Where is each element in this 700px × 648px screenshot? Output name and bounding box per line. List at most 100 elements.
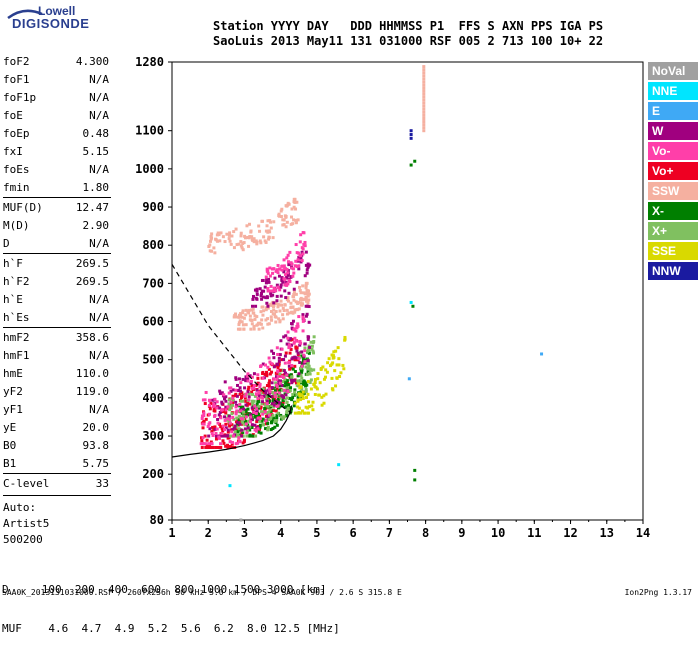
plot-frame [171,61,644,521]
echo-point [326,361,330,365]
echo-point [231,427,235,431]
echo-point [244,392,248,396]
echo-point [328,364,332,368]
echo-point [307,405,311,409]
echo-point [287,263,291,267]
echo-point [237,436,241,440]
echo-point [246,309,250,313]
echo-point [210,236,214,240]
echo-point [296,308,300,312]
echo-point [221,424,225,428]
echo-point [276,305,280,309]
echo-point [302,318,306,322]
echo-point [248,420,252,424]
echo-point [290,326,294,330]
echo-point [233,430,237,434]
echo-point [272,351,276,355]
echo-point [253,394,257,398]
echo-point [305,289,309,293]
echo-point [250,304,254,308]
echo-point [282,270,286,274]
echo-point [293,336,297,340]
echo-point [246,390,250,394]
echo-point [224,422,228,426]
echo-point [243,234,247,238]
echo-point [254,239,258,243]
echo-point [279,285,283,289]
echo-point [265,399,269,403]
echo-point [301,313,305,317]
echo-point [277,391,281,395]
echo-point [258,423,262,427]
echo-point [327,357,331,361]
echo-point [294,329,298,333]
echo-point [218,422,222,426]
echo-point [255,292,259,296]
echo-point [422,83,426,87]
echo-point [286,383,290,387]
echo-point [280,375,284,379]
echo-point [274,310,278,314]
echo-point [231,398,235,402]
echo-point [324,392,328,396]
echo-point [216,239,220,243]
echo-point [281,401,285,405]
echo-point [293,370,297,374]
echo-point [219,231,223,235]
echo-point [293,401,297,405]
echo-point [224,399,228,403]
echo-point [270,386,274,390]
echo-point [260,291,264,295]
echo-point [339,371,343,375]
echo-point [236,383,240,387]
echo-point [285,308,289,312]
echo-point [280,384,284,388]
echo-point [256,396,260,400]
echo-point [244,323,248,327]
echo-point [239,417,243,421]
echo-point [230,442,234,446]
muf-label: MUF [2,622,22,635]
echo-point [310,404,314,408]
echo-point [249,415,253,419]
echo-point [228,424,232,428]
echo-point [287,361,291,365]
echo-point [262,235,266,239]
echo-point [259,431,263,435]
echo-point [274,381,278,385]
echo-point [272,301,276,305]
echo-point [304,283,308,287]
echo-point [291,396,295,400]
echo-point [226,445,230,449]
echo-point [240,246,244,250]
param-name: foF1p [3,91,37,104]
echo-point [294,381,298,385]
echo-point [288,345,292,349]
echo-point [260,395,264,399]
y-tick-label: 200 [142,467,164,481]
echo-point [262,309,266,313]
echo-point [422,107,426,111]
echo-point [256,322,260,326]
param-value: N/A [89,349,109,362]
echo-point [257,327,261,331]
echo-point [282,358,286,362]
echo-point [283,278,287,282]
echo-point [300,368,304,372]
legend-item: NNW [648,262,698,280]
echo-point [240,320,244,324]
y-tick-label: 500 [142,353,164,367]
echo-point [304,297,308,301]
param-row: yE 20.0 [3,421,109,439]
echo-point [291,305,295,309]
echo-point [248,222,252,226]
echo-point [308,381,312,385]
echo-point [269,220,273,224]
param-row: foEp 0.48 [3,127,109,145]
param-row: h`Es N/A [3,311,109,329]
param-value: 33 [95,477,109,490]
echo-point [276,382,280,386]
echo-point [306,304,310,308]
echo-point [262,395,266,399]
file-info-line: SAA0K_2013131031000.RSF / 260fx256h 50 k… [2,588,402,597]
